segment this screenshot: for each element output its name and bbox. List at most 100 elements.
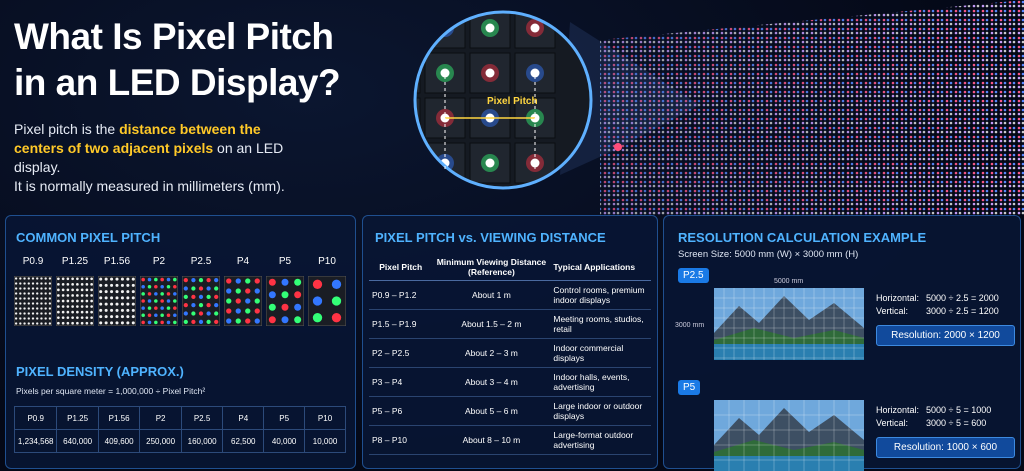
sample-led bbox=[99, 302, 103, 306]
viewing-cell: Indoor halls, events, advertising bbox=[550, 367, 651, 397]
sample-led bbox=[110, 302, 114, 306]
sample-led bbox=[48, 282, 52, 285]
sample-led bbox=[141, 284, 145, 289]
sample-led bbox=[147, 299, 152, 303]
viewing-cell: P8 – P10 bbox=[369, 425, 433, 455]
viewing-cell: About 2 – 3 m bbox=[432, 338, 551, 368]
sample-led bbox=[131, 302, 135, 306]
sample-led bbox=[147, 313, 152, 318]
sample-led bbox=[206, 294, 211, 299]
sample-led bbox=[76, 277, 79, 281]
sample-led bbox=[27, 282, 30, 285]
intro-highlight: distance between the centers of two adja… bbox=[14, 121, 261, 156]
calc-label: Horizontal: bbox=[876, 405, 920, 415]
sample-led bbox=[104, 290, 108, 294]
density-row: P0.9 P1.25 P1.56 P2 P2.5 P4 P5 P10 bbox=[13, 406, 346, 430]
sample-led bbox=[19, 302, 22, 305]
sample-led bbox=[235, 278, 241, 284]
sample-led bbox=[61, 305, 65, 308]
sample-led bbox=[141, 292, 145, 296]
sample-led bbox=[31, 317, 35, 320]
viewing-cell: P5 – P6 bbox=[369, 396, 433, 426]
sample-led bbox=[166, 313, 171, 318]
sample-led bbox=[214, 286, 219, 291]
sample-led bbox=[141, 306, 145, 310]
intro-text: Pixel pitch is the bbox=[14, 121, 120, 137]
sample-led bbox=[36, 282, 39, 285]
sample-led bbox=[147, 277, 152, 282]
sample-led bbox=[268, 278, 276, 286]
sample-led bbox=[40, 307, 43, 310]
sample-led bbox=[115, 296, 119, 300]
sample-led bbox=[44, 287, 47, 290]
sample-led bbox=[294, 291, 302, 299]
intro-text: It is normally measured in millimeters (… bbox=[14, 178, 285, 194]
viewing-cell: About 1 m bbox=[432, 280, 551, 310]
sample-led bbox=[254, 308, 260, 314]
sample-led bbox=[57, 294, 60, 297]
sample-led bbox=[44, 297, 47, 300]
sample-led bbox=[23, 312, 26, 315]
sample-led bbox=[131, 290, 135, 294]
sample-led bbox=[104, 308, 108, 312]
sample-led bbox=[110, 321, 114, 325]
sample-led bbox=[110, 315, 114, 319]
sample-led bbox=[36, 302, 39, 305]
pitch-label: P2 bbox=[152, 256, 166, 267]
sample-led bbox=[40, 287, 43, 290]
sample-led bbox=[126, 296, 130, 300]
sample-led bbox=[48, 317, 52, 320]
sample-led bbox=[90, 310, 93, 314]
sample-led bbox=[57, 283, 60, 286]
sample-led bbox=[104, 277, 108, 281]
sample-bg bbox=[98, 276, 136, 326]
density-table: P0.9 P1.25 P1.56 P2 P2.5 P4 P5 P10 1,234,568 640,… bbox=[13, 406, 346, 453]
sample-led bbox=[166, 292, 171, 296]
density-cell: P0.9 bbox=[13, 406, 58, 430]
density-cell: P5 bbox=[263, 406, 306, 430]
result-box: Resolution: 2000 × 1200 bbox=[876, 325, 1015, 346]
sample-led bbox=[19, 277, 22, 280]
sample-led bbox=[44, 302, 47, 305]
sample-led bbox=[147, 306, 152, 310]
sample-led bbox=[23, 282, 26, 285]
sample-led bbox=[36, 292, 39, 295]
sample-led bbox=[44, 312, 47, 315]
sample-led bbox=[76, 283, 79, 286]
calc-label: Vertical: bbox=[876, 418, 909, 428]
sample-led bbox=[80, 277, 84, 281]
density-cell: 640,000 bbox=[56, 429, 99, 453]
sample-led bbox=[85, 321, 89, 325]
panel-title: PIXEL PITCH vs. VIEWING DISTANCE bbox=[375, 230, 606, 245]
sample-led bbox=[23, 322, 26, 325]
sample-led bbox=[126, 290, 130, 294]
sample-led bbox=[14, 302, 18, 305]
sample-led bbox=[40, 282, 43, 285]
sample-led bbox=[66, 316, 70, 319]
sample-led bbox=[71, 310, 74, 314]
sample-led bbox=[198, 319, 204, 324]
zoom-point bbox=[614, 143, 622, 151]
sample-led bbox=[254, 298, 260, 304]
sample-led bbox=[31, 297, 35, 300]
sample-led bbox=[120, 277, 124, 281]
density-cell: P10 bbox=[304, 406, 346, 430]
sample-led bbox=[57, 305, 60, 308]
zoom-label: Pixel Pitch bbox=[487, 96, 538, 107]
sample-led bbox=[19, 322, 22, 325]
sample-led bbox=[214, 319, 219, 324]
sample-led bbox=[206, 286, 211, 291]
viewing-cell: About 8 – 10 m bbox=[432, 425, 551, 455]
sample-led bbox=[147, 284, 152, 289]
sample-led bbox=[160, 306, 164, 310]
pitch-sample bbox=[140, 276, 178, 326]
pixel-glow bbox=[391, 64, 409, 82]
sample-led bbox=[131, 315, 135, 319]
pitch-tag: P5 bbox=[678, 380, 701, 395]
sample-led bbox=[173, 313, 177, 318]
density-cell: P1.25 bbox=[56, 406, 99, 430]
viewing-row: P5 – P6 About 5 – 6 m Large indoor or outd… bbox=[369, 396, 651, 426]
intro: Pixel pitch is the distance between the … bbox=[14, 120, 314, 196]
viewing-row: P1.5 – P1.9 About 1.5 – 2 m Meeting rooms,… bbox=[369, 309, 651, 339]
sample-led bbox=[198, 303, 204, 308]
